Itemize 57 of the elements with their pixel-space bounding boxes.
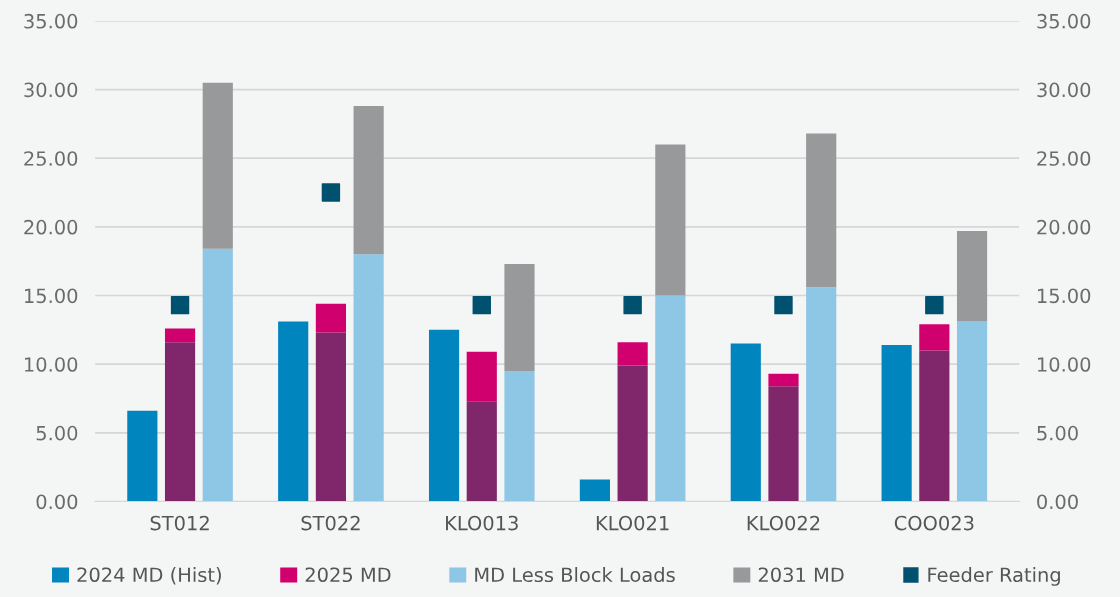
legend-label: 2024 MD (Hist) <box>77 567 221 585</box>
bar <box>956 321 988 502</box>
bar <box>164 342 196 502</box>
y-tick-label: 10.00 <box>25 357 78 372</box>
bar <box>504 263 535 372</box>
bar <box>202 248 233 502</box>
bar <box>202 82 233 249</box>
y-tick-label: 15.00 <box>25 288 78 304</box>
bar <box>466 401 497 502</box>
y-tick-label: 20.00 <box>24 219 78 235</box>
bar <box>881 344 912 502</box>
x-tick-label: KLO013 <box>446 515 518 531</box>
bar <box>353 254 384 502</box>
y-tick-label: 5.00 <box>36 425 78 441</box>
bar <box>315 332 346 502</box>
bar <box>353 106 384 255</box>
y2-tick-label: 20.00 <box>1037 219 1091 235</box>
legend-label: MD Less Block Loads <box>475 567 675 583</box>
bar <box>919 350 950 502</box>
bar <box>428 329 460 502</box>
legend-label: 2031 MD <box>758 567 844 583</box>
bar <box>956 230 988 322</box>
x-tick-label: KLO021 <box>596 515 669 531</box>
y2-tick-label: 25.00 <box>1037 151 1091 166</box>
bar <box>655 144 686 296</box>
legend-label: 2025 MD <box>305 567 391 583</box>
bar <box>127 410 158 502</box>
y2-tick-label: 5.00 <box>1037 425 1078 441</box>
x-tick-label: ST022 <box>301 515 360 531</box>
bar <box>655 295 686 502</box>
bar <box>768 386 799 502</box>
bar <box>617 365 648 502</box>
bar <box>617 342 648 366</box>
x-tick-label: ST012 <box>150 515 209 531</box>
y2-tick-label: 0.00 <box>1037 494 1078 510</box>
bar <box>806 287 837 502</box>
bar <box>278 321 309 502</box>
bar <box>579 479 610 502</box>
y2-tick-label: 30.00 <box>1037 82 1091 98</box>
bar <box>768 373 799 387</box>
x-tick-label: COO023 <box>894 515 974 531</box>
y-tick-label: 25.00 <box>24 151 78 166</box>
bar <box>466 351 497 402</box>
y2-tick-label: 10.00 <box>1038 357 1091 372</box>
bar <box>315 303 346 333</box>
y-tick-label: 35.00 <box>24 13 78 29</box>
y-tick-label: 0.00 <box>36 494 78 510</box>
x-tick-label: KLO022 <box>747 515 820 531</box>
y2-tick-label: 35.00 <box>1037 13 1091 29</box>
bar <box>164 328 196 343</box>
bar <box>806 133 837 288</box>
legend-label: Feeder Rating <box>928 567 1060 586</box>
bar <box>919 324 950 351</box>
y-tick-label: 30.00 <box>24 82 78 98</box>
bar <box>504 371 535 502</box>
y2-tick-label: 15.00 <box>1038 288 1091 304</box>
bar <box>730 343 761 502</box>
